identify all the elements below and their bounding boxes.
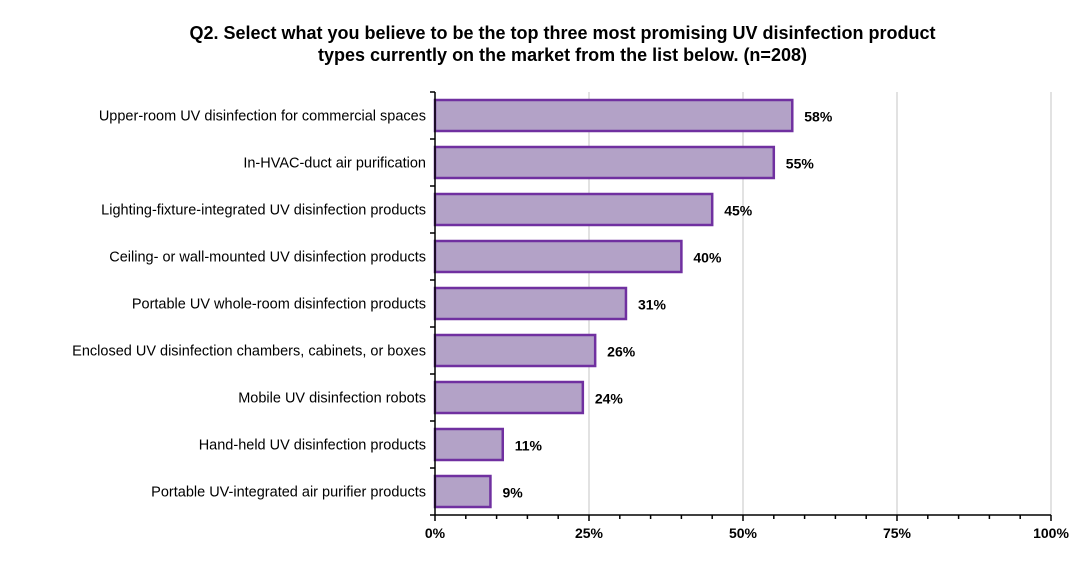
category-label-2: Lighting-fixture-integrated UV disinfect… (101, 203, 426, 219)
x-tick-label-25: 25% (575, 525, 604, 541)
bar-4 (433, 286, 628, 321)
data-label-4: 31% (638, 297, 667, 313)
data-label-6: 24% (595, 391, 624, 407)
category-label-1: In-HVAC-duct air purification (243, 156, 426, 172)
chart-title-line-2: types currently on the market from the l… (318, 45, 807, 65)
x-tick-label-0: 0% (425, 525, 446, 541)
bar-7 (433, 427, 505, 462)
data-label-0: 58% (804, 109, 833, 125)
category-label-8: Portable UV-integrated air purifier prod… (151, 485, 426, 501)
category-label-0: Upper-room UV disinfection for commercia… (99, 109, 426, 125)
x-tick-label-75: 75% (883, 525, 912, 541)
category-label-7: Hand-held UV disinfection products (199, 438, 426, 454)
data-label-5: 26% (607, 344, 636, 360)
data-label-1: 55% (786, 156, 815, 172)
bar-1 (433, 145, 776, 180)
bar-5 (433, 333, 597, 368)
bar-6 (433, 380, 585, 415)
category-label-6: Mobile UV disinfection robots (238, 391, 426, 407)
data-label-2: 45% (724, 203, 753, 219)
category-label-3: Ceiling- or wall-mounted UV disinfection… (109, 250, 426, 266)
chart-title-line-1: Q2. Select what you believe to be the to… (189, 23, 936, 43)
bar-0 (433, 98, 794, 133)
data-label-7: 11% (515, 438, 543, 454)
data-label-3: 40% (693, 250, 722, 266)
data-label-8: 9% (502, 485, 523, 501)
bar-8 (433, 474, 492, 509)
chart-title: Q2. Select what you believe to be the to… (0, 22, 1085, 66)
category-label-5: Enclosed UV disinfection chambers, cabin… (72, 344, 426, 360)
x-tick-label-50: 50% (729, 525, 758, 541)
category-label-4: Portable UV whole-room disinfection prod… (132, 297, 426, 313)
bar-2 (433, 192, 714, 227)
bar-3 (433, 239, 683, 274)
x-tick-label-100: 100% (1033, 525, 1069, 541)
